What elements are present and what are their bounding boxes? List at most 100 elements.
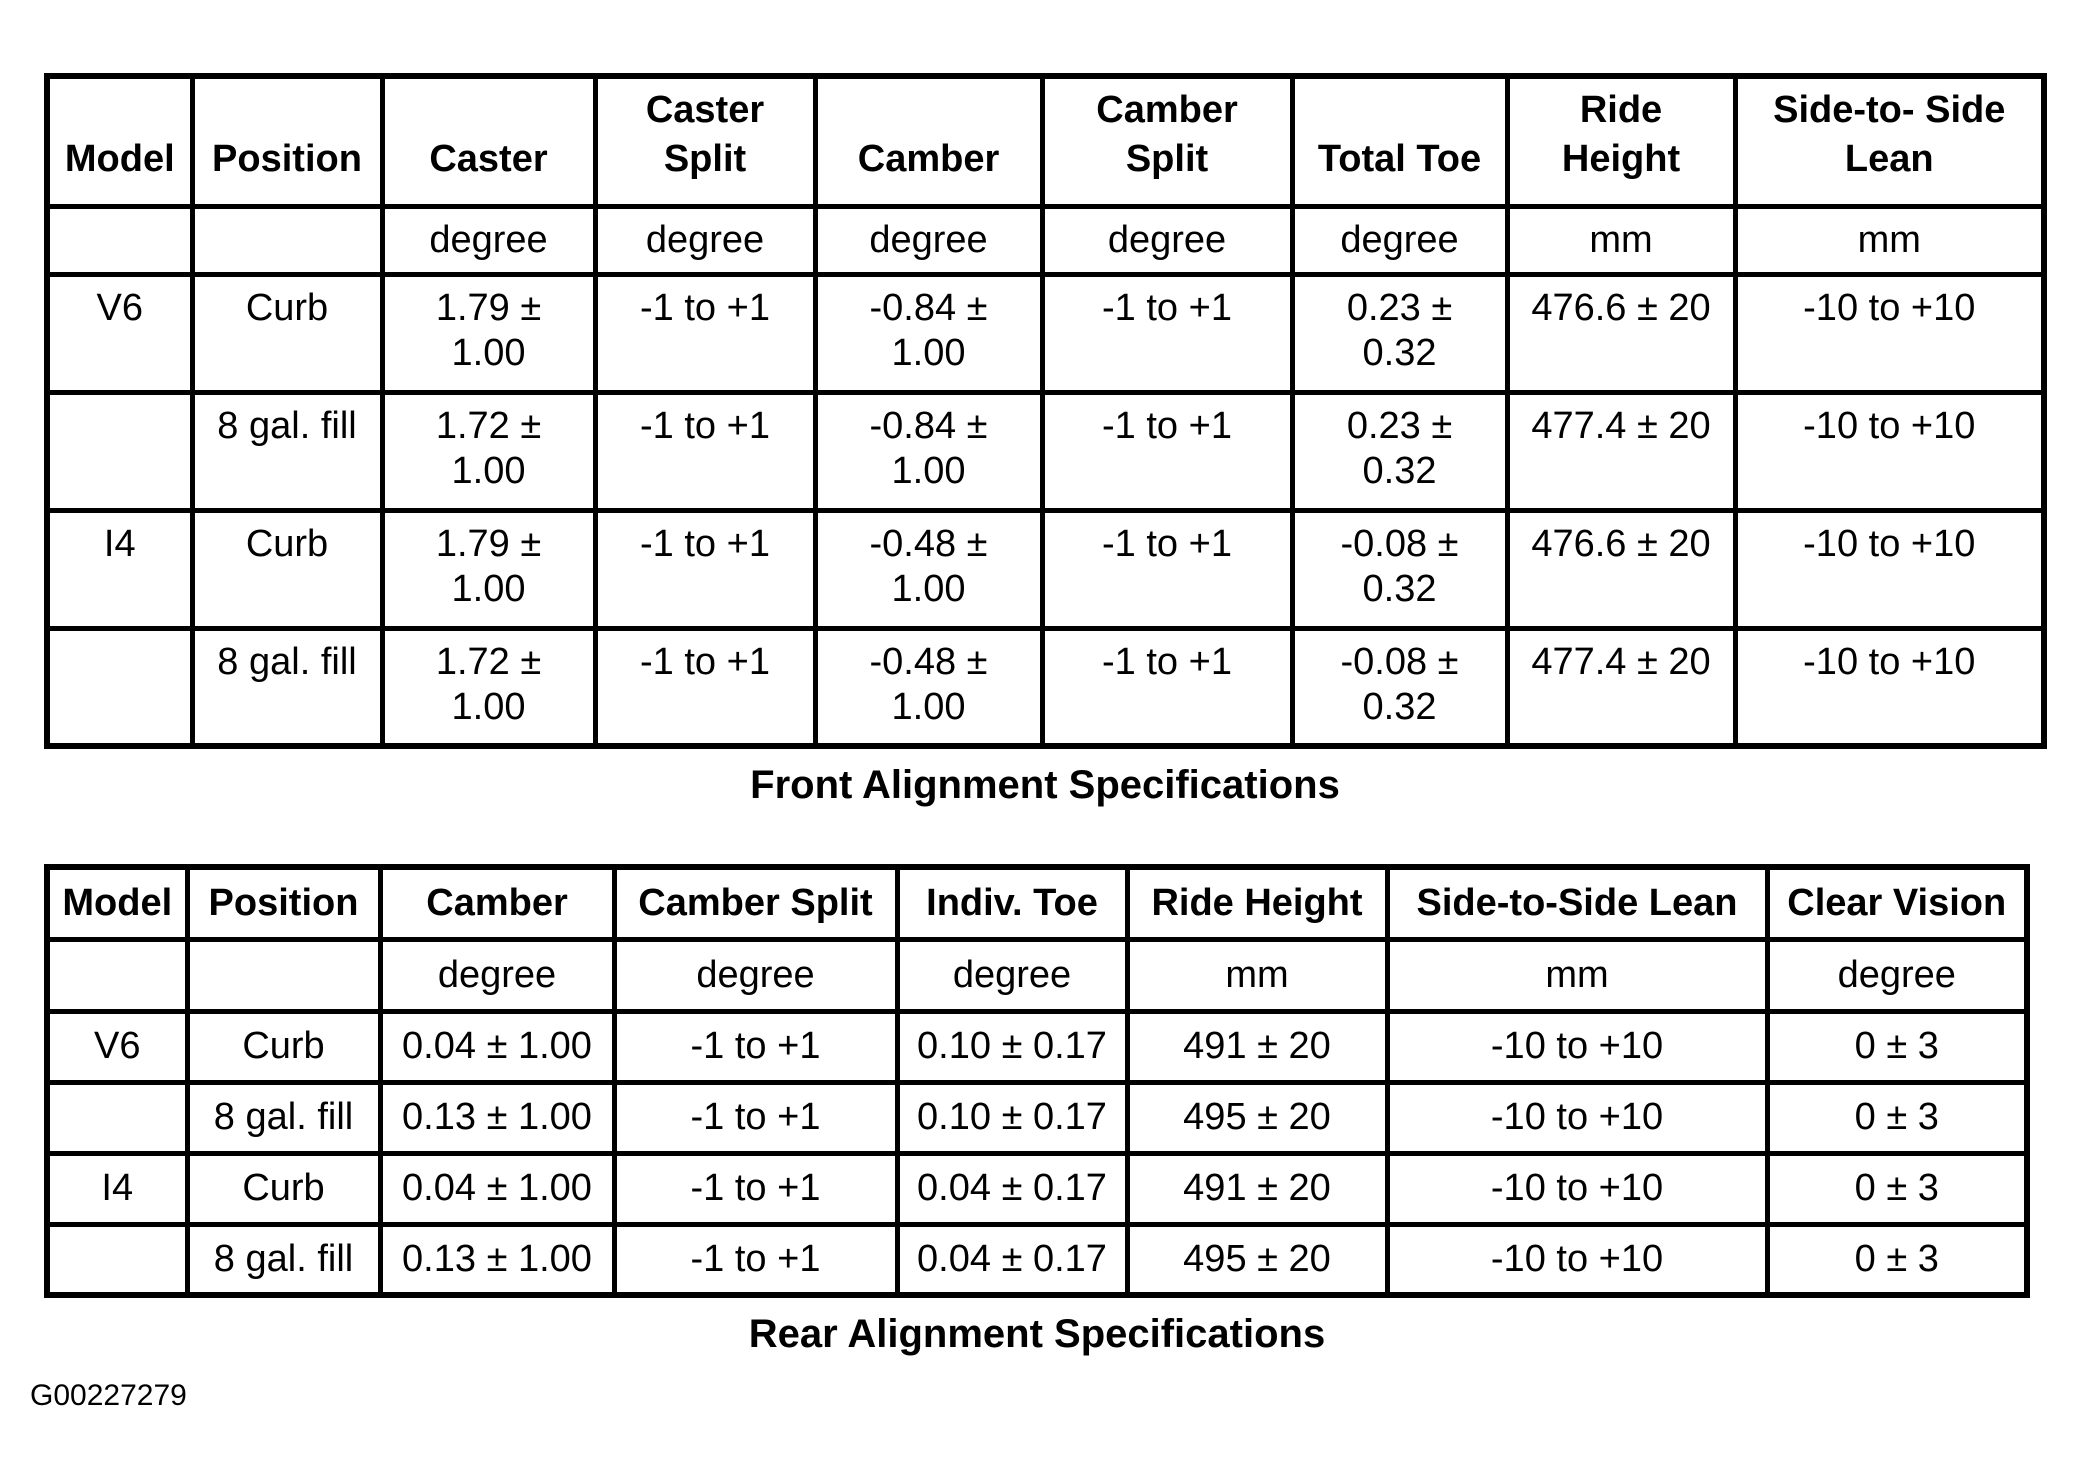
table-cell: 476.6 ± 20 [1504, 507, 1738, 631]
table-cell: -1 to +1 [592, 507, 818, 631]
rear-units-row: degree degree degree mm mm degree [44, 936, 2030, 1014]
table-cell: mm [1124, 936, 1390, 1014]
table-cell: -1 to +1 [592, 625, 818, 749]
rear-col-header-camber: Camber [377, 864, 617, 942]
table-cell: -1 to +1 [611, 1150, 900, 1227]
table-cell: -10 to +10 [1384, 1221, 1770, 1298]
table-cell: 476.6 ± 20 [1504, 271, 1738, 395]
front-col-header-total-toe: Total Toe [1289, 73, 1510, 209]
table-cell: 0 ± 3 [1764, 1079, 2030, 1156]
table-cell: Curb [189, 507, 385, 631]
front-row-v6-curb: V6 Curb 1.79 ± 1.00 -1 to +1 -0.84 ± 1.0… [44, 271, 2047, 395]
table-cell: Curb [184, 1008, 383, 1085]
rear-col-header-indiv-toe: Indiv. Toe [894, 864, 1130, 942]
front-units-row: degree degree degree degree degree mm mm [44, 203, 2047, 277]
table-cell [44, 389, 195, 513]
table-cell: -1 to +1 [592, 271, 818, 395]
table-cell: degree [1764, 936, 2030, 1014]
table-cell: 1.79 ± 1.00 [379, 271, 598, 395]
table-cell: -1 to +1 [611, 1221, 900, 1298]
table-cell: degree [1039, 203, 1295, 277]
table-cell: -1 to +1 [611, 1079, 900, 1156]
table-cell: 0.13 ± 1.00 [377, 1079, 617, 1156]
table-cell: degree [894, 936, 1130, 1014]
table-cell: -1 to +1 [1039, 507, 1295, 631]
rear-row-v6-8gal: 8 gal. fill 0.13 ± 1.00 -1 to +1 0.10 ± … [44, 1079, 2030, 1156]
table-cell: -1 to +1 [611, 1008, 900, 1085]
table-cell: 491 ± 20 [1124, 1150, 1390, 1227]
table-cell [44, 936, 190, 1014]
table-cell: 8 gal. fill [184, 1079, 383, 1156]
rear-header-row: Model Position Camber Camber Split Indiv… [44, 864, 2030, 942]
table-cell: -0.08 ± 0.32 [1289, 625, 1510, 749]
rear-col-header-camber-split: Camber Split [611, 864, 900, 942]
table-cell: degree [379, 203, 598, 277]
table-cell: 0.04 ± 1.00 [377, 1008, 617, 1085]
table-cell: 0 ± 3 [1764, 1008, 2030, 1085]
front-row-i4-8gal: 8 gal. fill 1.72 ± 1.00 -1 to +1 -0.48 ±… [44, 625, 2047, 749]
table-cell: -1 to +1 [592, 389, 818, 513]
front-col-header-caster-split: Caster Split [592, 73, 818, 209]
rear-col-header-position: Position [184, 864, 383, 942]
table-cell: 0.23 ± 0.32 [1289, 389, 1510, 513]
rear-col-header-ride-height: Ride Height [1124, 864, 1390, 942]
front-col-header-camber-split: Camber Split [1039, 73, 1295, 209]
front-col-header-ride-height: Ride Height [1504, 73, 1738, 209]
table-cell: Curb [184, 1150, 383, 1227]
table-cell: -10 to +10 [1732, 507, 2047, 631]
document-page: Model Position Caster Caster Split Cambe… [30, 73, 2047, 1412]
table-cell: -0.48 ± 1.00 [812, 507, 1045, 631]
table-cell: I4 [44, 507, 195, 631]
table-cell: 0.04 ± 1.00 [377, 1150, 617, 1227]
table-cell: 495 ± 20 [1124, 1221, 1390, 1298]
table-cell: -1 to +1 [1039, 389, 1295, 513]
rear-col-header-side-to-side-lean: Side-to-Side Lean [1384, 864, 1770, 942]
table-cell: -10 to +10 [1732, 625, 2047, 749]
table-cell: -10 to +10 [1384, 1008, 1770, 1085]
table-cell: degree [1289, 203, 1510, 277]
table-cell: V6 [44, 271, 195, 395]
table-cell: -1 to +1 [1039, 625, 1295, 749]
rear-col-header-clear-vision: Clear Vision [1764, 864, 2030, 942]
front-col-header-model: Model [44, 73, 195, 209]
figure-id: G00227279 [30, 1379, 187, 1412]
table-cell: mm [1504, 203, 1738, 277]
rear-col-header-model: Model [44, 864, 190, 942]
table-cell: degree [377, 936, 617, 1014]
table-cell [184, 936, 383, 1014]
table-cell: 0 ± 3 [1764, 1150, 2030, 1227]
table-cell [44, 203, 195, 277]
table-cell: -1 to +1 [1039, 271, 1295, 395]
table-cell: -0.84 ± 1.00 [812, 389, 1045, 513]
table-cell: 477.4 ± 20 [1504, 389, 1738, 513]
table-cell: -0.08 ± 0.32 [1289, 507, 1510, 631]
table-cell: Curb [189, 271, 385, 395]
table-cell: -10 to +10 [1732, 271, 2047, 395]
table-cell: 0.23 ± 0.32 [1289, 271, 1510, 395]
table-cell: 0 ± 3 [1764, 1221, 2030, 1298]
table-cell: 0.04 ± 0.17 [894, 1150, 1130, 1227]
front-col-header-side-to-side-lean: Side-to- Side Lean [1732, 73, 2047, 209]
table-cell: -0.84 ± 1.00 [812, 271, 1045, 395]
table-cell: V6 [44, 1008, 190, 1085]
table-cell [44, 1079, 190, 1156]
table-cell: 491 ± 20 [1124, 1008, 1390, 1085]
table-cell [189, 203, 385, 277]
front-row-i4-curb: I4 Curb 1.79 ± 1.00 -1 to +1 -0.48 ± 1.0… [44, 507, 2047, 631]
table-cell: 1.79 ± 1.00 [379, 507, 598, 631]
front-alignment-table: Model Position Caster Caster Split Cambe… [44, 73, 2047, 749]
front-row-v6-8gal: 8 gal. fill 1.72 ± 1.00 -1 to +1 -0.84 ±… [44, 389, 2047, 513]
front-col-header-position: Position [189, 73, 385, 209]
table-cell: 8 gal. fill [189, 389, 385, 513]
table-cell: 0.13 ± 1.00 [377, 1221, 617, 1298]
rear-row-v6-curb: V6 Curb 0.04 ± 1.00 -1 to +1 0.10 ± 0.17… [44, 1008, 2030, 1085]
table-cell: -10 to +10 [1384, 1079, 1770, 1156]
table-cell: -10 to +10 [1732, 389, 2047, 513]
front-header-row: Model Position Caster Caster Split Cambe… [44, 73, 2047, 209]
table-cell: 0.10 ± 0.17 [894, 1079, 1130, 1156]
table-cell: -0.48 ± 1.00 [812, 625, 1045, 749]
table-cell: 495 ± 20 [1124, 1079, 1390, 1156]
table-cell [44, 1221, 190, 1298]
rear-row-i4-curb: I4 Curb 0.04 ± 1.00 -1 to +1 0.04 ± 0.17… [44, 1150, 2030, 1227]
table-cell: 8 gal. fill [184, 1221, 383, 1298]
